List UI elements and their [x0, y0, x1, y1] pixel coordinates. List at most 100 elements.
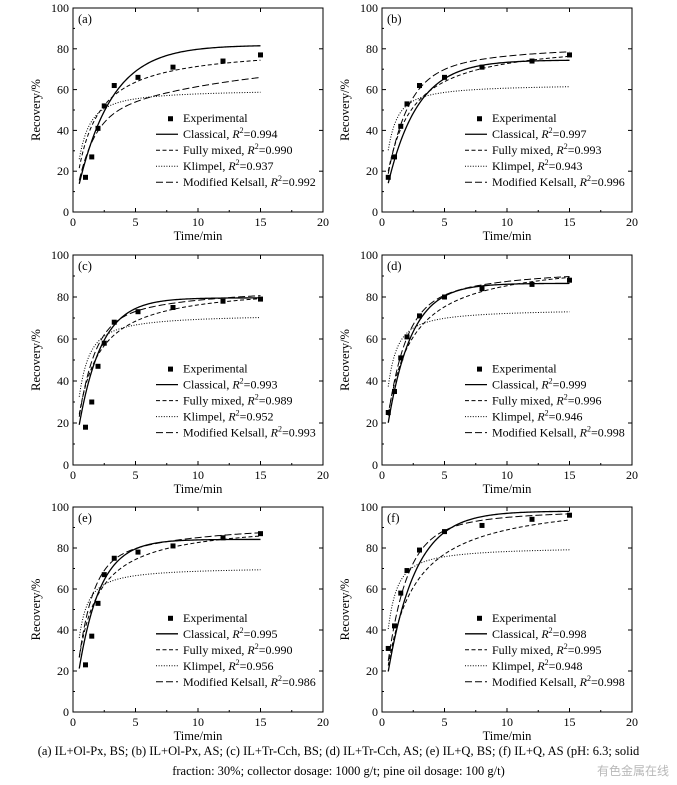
x-tick-label: 5	[133, 468, 139, 482]
data-point	[111, 319, 117, 325]
legend-marker-experimental	[168, 615, 173, 621]
y-axis-label: Recovery/%	[29, 79, 43, 141]
y-tick-label: 40	[366, 374, 378, 388]
y-tick-label: 60	[57, 582, 69, 596]
x-tick-label: 20	[317, 215, 329, 229]
y-tick-label: 20	[366, 164, 378, 178]
x-axis-label: Time/min	[483, 482, 533, 496]
legend-marker-experimental	[168, 116, 173, 122]
data-point	[529, 281, 535, 287]
legend-label-klimpel: Klimpel, R2=0.943	[492, 158, 582, 173]
data-point	[442, 294, 447, 300]
y-tick-label: 40	[366, 623, 378, 637]
series-line-klimpel	[387, 311, 570, 387]
x-axis-label: Time/min	[483, 229, 533, 243]
y-tick-label: 100	[360, 500, 378, 514]
series-line-classical	[387, 59, 570, 184]
series-line-fully-mixed	[387, 55, 570, 172]
y-tick-label: 100	[51, 1, 69, 15]
legend-label-fully-mixed: Fully mixed, R2=0.995	[492, 642, 601, 657]
legend-label-experimental: Experimental	[183, 611, 248, 625]
y-tick-label: 80	[366, 42, 378, 56]
data-point	[529, 516, 535, 522]
chart-panel-d: 0 5 10 15 20 0 20 40 60 80 100 Time/min Recovery/% (d…	[338, 248, 638, 496]
y-tick-label: 0	[372, 458, 378, 472]
legend-marker-experimental	[477, 116, 482, 122]
data-point	[442, 74, 447, 80]
x-tick-label: 20	[317, 468, 329, 482]
panel-label: (c)	[78, 259, 92, 273]
x-tick-label: 20	[626, 715, 638, 729]
panel-label: (b)	[387, 12, 402, 26]
figure-panels: 0 5 10 15 20020406080100Time/minRecovery/%(a…	[29, 1, 638, 740]
figure-caption: (a) IL+Ol-Px, BS; (b) IL+Ol-Px, AS; (c) …	[0, 741, 677, 781]
y-tick-label: 100	[360, 248, 378, 262]
x-tick-label: 15	[564, 215, 576, 229]
x-tick-label: 5	[133, 215, 139, 229]
y-axis-label: Recovery/%	[338, 579, 352, 641]
legend-label-classical: Classical, R2=0.998	[492, 626, 586, 641]
data-point	[95, 363, 101, 369]
series-line-modified-kelsall	[78, 295, 261, 417]
data-point	[95, 600, 101, 606]
y-tick-label: 80	[366, 541, 378, 555]
x-tick-label: 0	[70, 715, 76, 729]
data-point	[170, 64, 176, 70]
legend-label-fully-mixed: Fully mixed, R2=0.989	[183, 393, 292, 408]
legend-label-classical: Classical, R2=0.997	[492, 126, 586, 141]
chart-panel-c: 0 5 10 15 20 0 20 40 60 80 100 Time/min Recovery/% (c…	[29, 248, 329, 496]
x-tick-label: 20	[626, 468, 638, 482]
y-tick-label: 40	[57, 374, 69, 388]
series-line-klimpel	[78, 317, 261, 397]
data-point	[392, 154, 397, 160]
data-point	[83, 662, 88, 668]
legend-label-modified-kelsall: Modified Kelsall, R2=0.992	[183, 174, 316, 189]
data-point	[83, 174, 88, 180]
y-tick-label: 60	[366, 582, 378, 596]
series-line-klimpel	[387, 86, 570, 151]
data-point	[135, 549, 141, 555]
data-point	[392, 623, 397, 629]
y-axis-label: Recovery/%	[29, 329, 43, 391]
data-point	[404, 334, 410, 340]
series-line-modified-kelsall	[78, 532, 261, 658]
panel-label: (d)	[387, 259, 402, 273]
legend-label-klimpel: Klimpel, R2=0.956	[183, 658, 273, 673]
x-tick-label: 0	[70, 468, 76, 482]
legend-label-fully-mixed: Fully mixed, R2=0.990	[183, 142, 292, 157]
data-point	[417, 83, 422, 89]
data-point	[404, 568, 410, 574]
data-point	[567, 52, 572, 58]
y-tick-label: 40	[57, 623, 69, 637]
y-tick-label: 0	[63, 205, 69, 219]
y-tick-label: 40	[57, 123, 69, 137]
legend-label-modified-kelsall: Modified Kelsall, R2=0.998	[492, 425, 625, 440]
legend-label-experimental: Experimental	[183, 362, 248, 376]
y-tick-label: 40	[366, 123, 378, 137]
watermark-text: 有色金属在线	[596, 764, 669, 778]
series-line-classical	[387, 282, 570, 423]
series-line-classical	[387, 510, 570, 672]
data-point	[398, 355, 404, 361]
x-tick-label: 10	[501, 215, 513, 229]
caption-line-2: fraction: 30%; collector dosage: 1000 g/…	[172, 764, 505, 778]
x-tick-label: 15	[255, 468, 267, 482]
data-point	[479, 286, 485, 292]
series-line-classical	[78, 45, 261, 184]
data-point	[404, 101, 410, 107]
x-tick-label: 5	[442, 215, 448, 229]
legend-label-classical: Classical, R2=0.999	[492, 377, 586, 392]
y-tick-label: 0	[372, 705, 378, 719]
data-point	[89, 633, 95, 639]
legend-label-klimpel: Klimpel, R2=0.952	[183, 409, 273, 424]
series-line-modified-kelsall	[78, 76, 261, 181]
data-point	[398, 590, 404, 596]
data-point	[83, 424, 88, 430]
chart-panel-a: 0 5 10 15 20 0 20 40 60 80 100 Time/min Recovery/% (a…	[29, 1, 329, 243]
series-line-modified-kelsall	[387, 513, 570, 662]
